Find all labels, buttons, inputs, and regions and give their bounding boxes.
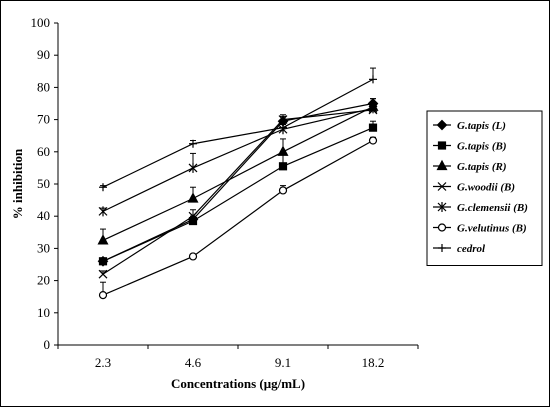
legend-label: G.tapis (L) <box>457 120 506 132</box>
series-6 <box>98 136 378 300</box>
marker-star <box>437 202 447 212</box>
series-line <box>102 78 374 188</box>
marker-circle <box>437 223 447 232</box>
marker-plus <box>99 183 107 192</box>
legend-item: G.tapis (R) <box>433 159 507 173</box>
y-tick-label: 0 <box>44 337 51 352</box>
x-tick-label: 2.3 <box>95 355 111 370</box>
y-tick-label: 80 <box>37 79 50 94</box>
axes <box>57 23 418 346</box>
y-tick-label: 30 <box>37 240 50 255</box>
series-group <box>97 67 379 300</box>
marker-plus <box>438 244 446 252</box>
y-tick-label: 100 <box>31 15 51 30</box>
series-7 <box>99 67 377 192</box>
marker-star <box>368 103 378 114</box>
marker-star <box>188 162 198 173</box>
marker-square <box>278 162 288 171</box>
marker-triangle <box>436 159 448 171</box>
legend-label: G.velutinus (B) <box>457 223 527 235</box>
y-tick-label: 40 <box>37 208 50 223</box>
marker-x <box>188 211 198 221</box>
series-line <box>102 106 374 241</box>
series-line <box>102 107 374 212</box>
series-line <box>102 102 374 262</box>
marker-plus <box>189 139 197 148</box>
series-2 <box>98 120 378 266</box>
legend-item: G.tapis (L) <box>433 119 506 132</box>
x-tick-label: 9.1 <box>275 355 291 370</box>
marker-triangle <box>277 145 289 156</box>
series-line <box>102 140 374 296</box>
series-line <box>102 109 374 275</box>
x-tick-label: 4.6 <box>185 355 202 370</box>
x-axis-title: Concentrations (μg/mL) <box>171 376 305 391</box>
marker-square <box>437 141 447 150</box>
series-3 <box>97 98 379 245</box>
legend-label: G.tapis (B) <box>457 141 507 153</box>
marker-square <box>188 216 198 226</box>
x-axis-ticks: 2.3 4.6 9.1 18.2 <box>57 345 419 370</box>
marker-x-stroke <box>278 115 288 125</box>
series-1 <box>97 98 379 267</box>
series-line <box>102 127 374 262</box>
legend-item: G.velutinus (B) <box>433 223 527 235</box>
marker-plus <box>369 75 377 84</box>
marker-circle <box>278 186 288 195</box>
marker-x <box>437 182 447 191</box>
series-4 <box>98 104 378 279</box>
marker-square <box>368 123 378 132</box>
marker-circle <box>98 290 108 300</box>
y-axis-title: % inhibition <box>10 148 25 219</box>
legend-label: G.clemensii (B) <box>457 202 528 214</box>
series-5 <box>98 103 378 217</box>
legend-item: G.tapis (B) <box>433 141 507 153</box>
marker-triangle <box>97 234 109 245</box>
marker-square <box>98 257 108 266</box>
y-tick-label: 60 <box>37 144 50 159</box>
x-tick-label: 18.2 <box>362 355 385 370</box>
y-tick-label: 70 <box>37 112 50 127</box>
legend-label: G.woodii (B) <box>457 182 515 194</box>
y-tick-label: 50 <box>37 176 50 191</box>
y-axis-ticks: 0 10 20 30 40 50 60 70 80 90 100 <box>31 15 58 352</box>
marker-diamond <box>436 119 448 131</box>
legend-box <box>426 110 543 266</box>
y-tick-label: 10 <box>37 305 50 320</box>
legend-item: G.woodii (B) <box>433 182 515 194</box>
marker-star <box>98 206 108 217</box>
y-tick-label: 20 <box>37 273 50 288</box>
legend-item: G.clemensii (B) <box>433 202 528 214</box>
marker-plus <box>279 123 287 132</box>
legend-label: cedrol <box>457 243 486 255</box>
marker-triangle <box>187 192 199 203</box>
legend: G.tapis (L) G.tapis (B) G.tapis (R) G.woodi… <box>426 110 543 266</box>
legend-item: cedrol <box>433 243 486 255</box>
marker-x-stroke <box>98 269 108 279</box>
y-tick-label: 90 <box>37 47 50 62</box>
marker-x <box>278 115 288 125</box>
legend-label: G.tapis (R) <box>457 161 507 173</box>
marker-circle <box>188 252 198 261</box>
marker-x-stroke <box>437 182 447 191</box>
marker-x <box>98 269 108 279</box>
marker-circle <box>368 136 378 145</box>
marker-x-stroke <box>188 211 198 221</box>
